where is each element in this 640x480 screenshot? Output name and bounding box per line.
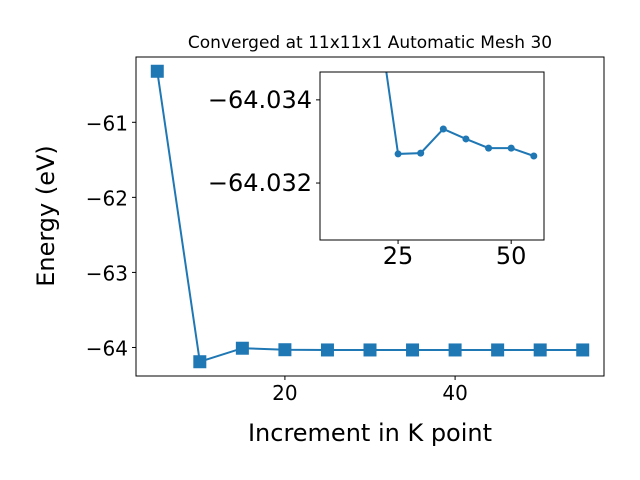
marker xyxy=(363,343,377,357)
marker xyxy=(491,343,505,357)
x-tick-label: 20 xyxy=(272,381,297,405)
y-axis-label: Energy (eV) xyxy=(32,145,60,287)
marker xyxy=(150,64,164,78)
marker xyxy=(320,343,334,357)
marker xyxy=(439,125,447,133)
series-group xyxy=(150,64,590,369)
marker xyxy=(462,135,470,143)
marker xyxy=(193,355,207,369)
marker xyxy=(533,343,547,357)
y-tick-label: −61 xyxy=(86,111,128,135)
marker xyxy=(576,343,590,357)
plot-area xyxy=(320,72,544,240)
axes-frame xyxy=(319,71,545,241)
chart-title: Converged at 11x11x1 Automatic Mesh 30 xyxy=(188,33,552,53)
x-tick-label: 50 xyxy=(496,242,527,270)
marker xyxy=(406,343,420,357)
series-line xyxy=(385,72,535,157)
marker xyxy=(448,343,462,357)
marker xyxy=(278,343,292,357)
y-tick-label: −64.032 xyxy=(208,169,312,197)
marker xyxy=(417,149,425,157)
y-tick-label: −63 xyxy=(86,261,128,285)
y-tick-label: −64 xyxy=(86,336,128,360)
x-axis-label: Increment in K point xyxy=(248,419,492,447)
series-group xyxy=(385,72,538,160)
x-tick-label: 40 xyxy=(442,381,467,405)
marker xyxy=(235,341,249,355)
marker xyxy=(394,150,402,158)
marker xyxy=(485,144,493,152)
marker xyxy=(530,152,538,160)
y-tick-label: −62 xyxy=(86,186,128,210)
y-tick-label: −64.034 xyxy=(208,86,312,114)
x-tick-label: 25 xyxy=(383,242,414,270)
axes-frame xyxy=(135,56,605,377)
marker xyxy=(507,144,515,152)
